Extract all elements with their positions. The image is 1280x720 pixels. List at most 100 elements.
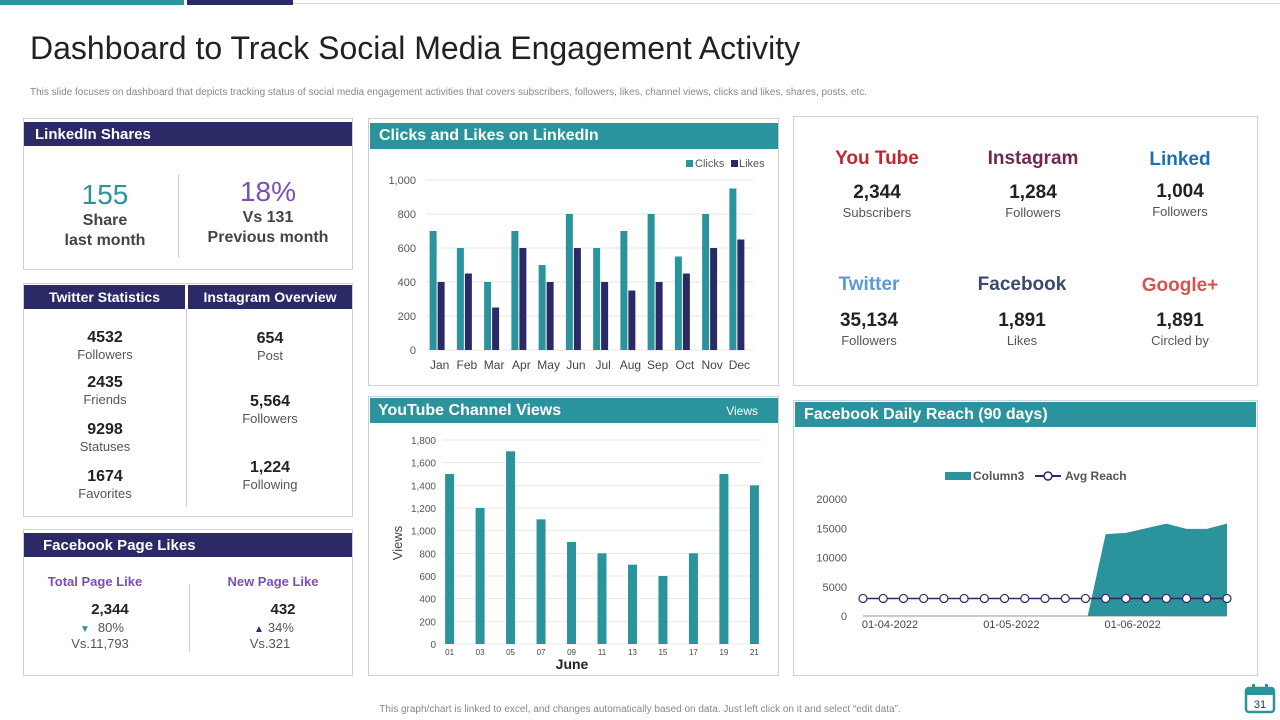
point-avg-reach (979, 593, 989, 604)
linkedin-pct-label-2: Previous month (207, 229, 329, 246)
twitter-instagram-divider (186, 309, 187, 507)
x-tick-label: 05 (506, 648, 515, 657)
y-tick-label: 15000 (816, 523, 847, 535)
instagram-stat: 654 Post (195, 330, 345, 363)
twitter-stat: 1674 Favorites (30, 468, 180, 501)
y-tick-label: 5000 (823, 582, 847, 594)
linkedin-shares-title: LinkedIn Shares (35, 126, 151, 143)
youtube-views-legend: Views (726, 404, 758, 418)
fb-reach-chart: Column3 Avg Reach 0 5000 10000 15000 20000 01… (816, 469, 1232, 631)
top-accent-navy (187, 0, 293, 5)
legend-swatch-column3 (945, 472, 971, 480)
bar-views (719, 474, 729, 644)
social-stat-name: Instagram (987, 148, 1079, 169)
twitter-stat-value: 9298 (87, 421, 123, 438)
chart-legend: Clicks Likes (686, 158, 765, 170)
y-tick-label: 800 (419, 549, 436, 560)
x-tick-label: 13 (628, 648, 637, 657)
bar-likes (682, 273, 690, 350)
page-badge: 31 (1244, 682, 1276, 714)
bar-views (536, 519, 546, 644)
bar-likes (437, 282, 445, 350)
twitter-stat-label: Statuses (79, 439, 131, 454)
point-avg-reach (919, 593, 929, 604)
clicks-likes-title: Clicks and Likes on LinkedIn (379, 127, 599, 144)
y-tick-label: 1,600 (411, 459, 436, 470)
youtube-views-chart: Views June 0 200 400 600 800 1,000 1,200 1,400 1… (390, 436, 762, 672)
social-stat-name: Twitter (838, 274, 900, 295)
social-stat-label: Followers (841, 333, 897, 348)
y-tick-label: 600 (398, 243, 416, 255)
page-subtitle: This slide focuses on dashboard that dep… (30, 87, 868, 98)
fb-likes-divider (189, 584, 190, 652)
bar-clicks (647, 214, 655, 350)
x-tick-label: 09 (567, 648, 576, 657)
new-page-like-heading: New Page Like (227, 574, 319, 589)
bar-views (475, 508, 485, 644)
y-tick-label: 1,200 (411, 504, 436, 515)
twitter-header: Twitter Statistics (24, 285, 185, 309)
point-avg-reach (1161, 593, 1171, 604)
x-tick-label: Sep (647, 358, 669, 372)
twitter-stat: 2435 Friends (30, 374, 180, 407)
x-tick-label: 07 (537, 648, 546, 657)
bar-likes (546, 282, 554, 350)
bar-views (597, 553, 607, 644)
y-tick-label: 1,000 (388, 175, 416, 187)
page-number: 31 (1254, 699, 1266, 711)
bar-clicks (484, 282, 492, 350)
instagram-overview-title: Instagram Overview (203, 289, 337, 305)
social-stat-label: Followers (1005, 205, 1061, 220)
social-stats-panel (793, 116, 1258, 386)
y-tick-label: 1,000 (411, 527, 436, 538)
instagram-overview-header: Instagram Overview (188, 285, 352, 309)
instagram-stat-label: Following (242, 477, 298, 492)
y-axis-label: Views (390, 525, 405, 560)
social-stat-name: Google+ (1141, 275, 1219, 296)
bar-clicks (456, 248, 464, 350)
instagram-stat-value: 1,224 (249, 459, 291, 476)
bar-likes (710, 248, 718, 350)
area-column3 (1087, 523, 1227, 616)
twitter-stat: 9298 Statuses (30, 421, 180, 454)
bar-clicks (729, 188, 737, 350)
x-tick-label: 17 (689, 648, 698, 657)
point-avg-reach (878, 593, 888, 604)
y-tick-label: 200 (398, 311, 416, 323)
point-avg-reach (1222, 593, 1232, 604)
twitter-stat-label: Favorites (78, 486, 132, 501)
y-tick-label: 800 (398, 209, 416, 221)
bar-likes (628, 290, 636, 350)
social-stat-name: Linked (1149, 149, 1211, 170)
top-rule (293, 3, 1280, 4)
bar-views (445, 474, 455, 644)
bar-views (688, 553, 698, 644)
twitter-stat-value: 1674 (87, 468, 123, 485)
top-accent-teal (0, 0, 184, 5)
bar-views (567, 542, 577, 644)
y-tick-label: 600 (419, 572, 436, 583)
point-avg-reach (1040, 593, 1050, 604)
x-tick-label: 01-05-2022 (983, 619, 1039, 631)
bar-views (506, 451, 516, 644)
social-stat-label: Followers (1152, 204, 1208, 219)
linkedin-share-value: 155 (81, 179, 129, 210)
social-stat-youtube: You Tube 2,344 Subscribers (807, 148, 947, 220)
legend-marker-avg (1043, 471, 1053, 481)
bar-likes (519, 248, 527, 350)
social-stat-value: 2,344 (853, 182, 901, 203)
youtube-views-title: YouTube Channel Views (378, 402, 562, 419)
twitter-stat: 4532 Followers (30, 329, 180, 362)
point-avg-reach (959, 593, 969, 604)
social-stat-name: Facebook (977, 274, 1067, 295)
x-tick-label: 01 (445, 648, 454, 657)
y-tick-label: 20000 (816, 494, 847, 506)
bar-likes (573, 248, 581, 350)
x-tick-label: Jul (595, 358, 610, 372)
total-page-like-change-row: ▼ 80% (80, 620, 180, 635)
y-tick-label: 1,400 (411, 481, 436, 492)
social-stat-label: Likes (1006, 333, 1038, 348)
bar-clicks (620, 231, 628, 350)
clicks-likes-header: Clicks and Likes on LinkedIn (370, 123, 778, 149)
linkedin-pct-label-1: Vs 131 (242, 209, 294, 226)
